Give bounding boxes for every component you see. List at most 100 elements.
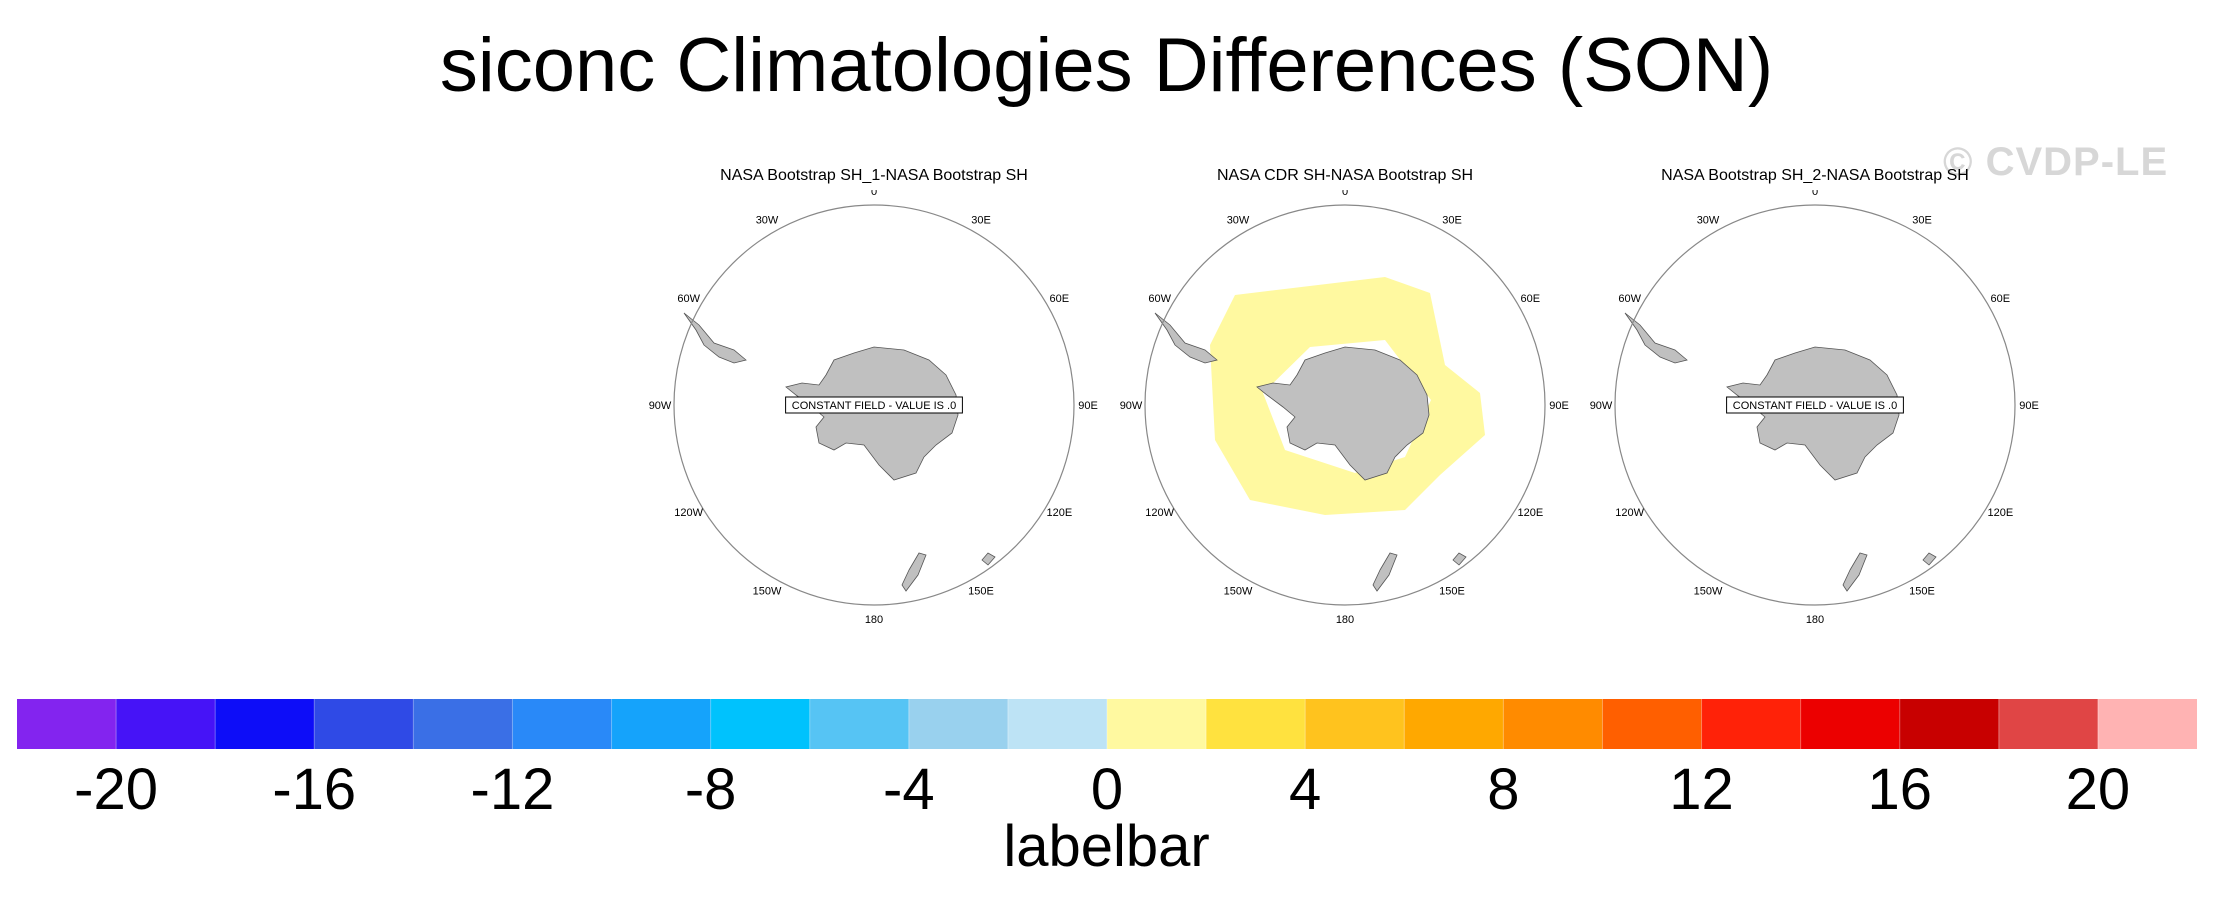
- longitude-label: 90E: [2019, 400, 2039, 412]
- longitude-label: 120E: [1046, 507, 1072, 519]
- colorbar-tick-label: -4: [883, 757, 935, 822]
- colorbar-segment: [1800, 699, 1901, 749]
- longitude-label: 30E: [1442, 215, 1462, 227]
- new-zealand-landmass: [1842, 552, 1868, 592]
- colorbar-segment: [1998, 699, 2099, 749]
- longitude-label: 60W: [1148, 293, 1171, 305]
- longitude-label: 180: [1806, 614, 1824, 626]
- longitude-label: 0: [1342, 190, 1348, 198]
- south-america-landmass: [1154, 312, 1218, 364]
- longitude-label: 30W: [1227, 215, 1250, 227]
- map-boundary: [1144, 204, 1546, 606]
- colorbar-segment: [1107, 699, 1207, 749]
- colorbar-segment: [1701, 699, 1802, 749]
- colorbar-segment: [710, 699, 811, 749]
- colorbar-segment: [1404, 699, 1504, 749]
- page-title: siconc Climatologies Differences (SON): [439, 23, 1774, 108]
- tasmania-landmass: [981, 552, 996, 566]
- longitude-label: 120W: [1615, 507, 1644, 519]
- longitude-label: 150E: [1909, 585, 1935, 597]
- new-zealand-landmass: [1372, 552, 1398, 592]
- longitude-label: 60W: [677, 293, 700, 305]
- constant-field-note: CONSTANT FIELD - VALUE IS .0: [1726, 396, 1904, 414]
- panel-title: NASA Bootstrap SH_2-NASA Bootstrap SH: [1661, 167, 1969, 184]
- panel-title: NASA Bootstrap SH_1-NASA Bootstrap SH: [720, 167, 1028, 184]
- colorbar-tick-label: -20: [74, 757, 158, 822]
- constant-field-box: [1726, 396, 1904, 414]
- longitude-label: 90E: [1549, 400, 1569, 412]
- colorbar-segment: [1206, 699, 1306, 749]
- constant-field-text: CONSTANT FIELD - VALUE IS .0: [1733, 400, 1897, 412]
- colorbar-segment: [116, 699, 216, 749]
- colorbar-tick-label: 4: [1289, 757, 1322, 822]
- colorbar: [17, 699, 2197, 749]
- longitude-label: 60E: [1991, 293, 2011, 305]
- constant-field-note: CONSTANT FIELD - VALUE IS .0: [785, 396, 963, 414]
- longitude-label: 150W: [1694, 585, 1723, 597]
- colorbar-segment: [611, 699, 712, 749]
- longitude-label: 60E: [1521, 293, 1541, 305]
- colorbar-tick-label: 16: [1867, 757, 1932, 822]
- colorbar-tick-label: 0: [1090, 757, 1124, 822]
- longitude-label: 90W: [649, 400, 672, 412]
- colorbar-tick-label: 12: [1669, 757, 1734, 822]
- colorbar-segment: [2097, 699, 2197, 749]
- colorbar-ticks: -20 -16 -12 -8 -4 0 4 8 12 16 20: [0, 755, 2213, 825]
- map-panel-3: NASA Bootstrap SH_2-NASA Bootstrap SH 0 3…: [1580, 160, 2050, 640]
- colorbar-segment: [1305, 699, 1405, 749]
- constant-field-text: CONSTANT FIELD - VALUE IS .0: [792, 400, 956, 412]
- map-panel-2: NASA CDR SH-NASA Bootstrap SH 0 30E 60E 90E…: [1110, 160, 1580, 640]
- colorbar-segment: [215, 699, 315, 749]
- map-boundary: [673, 204, 1075, 606]
- colorbar-tick-label: -16: [272, 757, 357, 822]
- colorbar-label: labelbar: [1003, 814, 1210, 879]
- colorbar-segment: [1602, 699, 1703, 749]
- longitude-label: 150W: [753, 585, 782, 597]
- longitude-label: 150W: [1224, 585, 1253, 597]
- longitude-label: 120W: [674, 507, 703, 519]
- watermark: © CVDP-LE: [1943, 140, 2169, 184]
- south-america-landmass: [683, 312, 747, 364]
- colorbar-segment: [809, 699, 910, 749]
- south-america-landmass: [1624, 312, 1688, 364]
- constant-field-box: [785, 396, 963, 414]
- colorbar-segment: [1007, 699, 1108, 749]
- tasmania-landmass: [1922, 552, 1937, 566]
- map-panel-1: NASA Bootstrap SH_1-NASA Bootstrap SH 0 3…: [639, 160, 1109, 640]
- longitude-label: 90W: [1590, 400, 1613, 412]
- colorbar-tick-label: -12: [470, 757, 555, 822]
- colorbar-segment: [413, 699, 513, 749]
- longitude-label: 180: [865, 614, 883, 626]
- longitude-label: 30W: [1697, 215, 1720, 227]
- longitude-label: 30E: [1912, 215, 1932, 227]
- longitude-label: 90W: [1120, 400, 1143, 412]
- longitude-label: 60E: [1050, 293, 1070, 305]
- longitude-label: 90E: [1078, 400, 1098, 412]
- longitude-label: 180: [1336, 614, 1354, 626]
- polar-map: 0 30E 60E 90E 120E 150E 180 150W 120W 90W 60W 30W: [1120, 190, 1569, 626]
- longitude-label: 120W: [1145, 507, 1174, 519]
- polar-map: 0 30E 60E 90E 120E 150E 180 150W 120W 90W 60W 30W CO…: [649, 190, 1098, 626]
- colorbar-segment: [1899, 699, 2000, 749]
- tasmania-landmass: [1452, 552, 1467, 566]
- panel-title: NASA CDR SH-NASA Bootstrap SH: [1216, 167, 1474, 184]
- antarctica-landmass: [1256, 346, 1430, 481]
- colorbar-segment: [512, 699, 613, 749]
- colorbar-segment: [908, 699, 1009, 749]
- longitude-label: 150E: [1439, 585, 1465, 597]
- colorbar-segment: [17, 699, 117, 749]
- new-zealand-landmass: [901, 552, 927, 592]
- map-boundary: [1614, 204, 2016, 606]
- longitude-label: 30W: [756, 215, 779, 227]
- longitude-label: 120E: [1987, 507, 2013, 519]
- colorbar-tick-label: 8: [1487, 757, 1520, 822]
- colorbar-tick-label: -8: [684, 757, 737, 822]
- longitude-label: 0: [871, 190, 877, 198]
- colorbar-tick-label: 20: [2065, 757, 2131, 822]
- longitude-label: 60W: [1618, 293, 1641, 305]
- longitude-label: 120E: [1517, 507, 1543, 519]
- longitude-label: 150E: [968, 585, 994, 597]
- sea-ice-difference-field: [1210, 277, 1485, 515]
- longitude-label: 0: [1812, 190, 1818, 198]
- colorbar-segment: [1503, 699, 1603, 749]
